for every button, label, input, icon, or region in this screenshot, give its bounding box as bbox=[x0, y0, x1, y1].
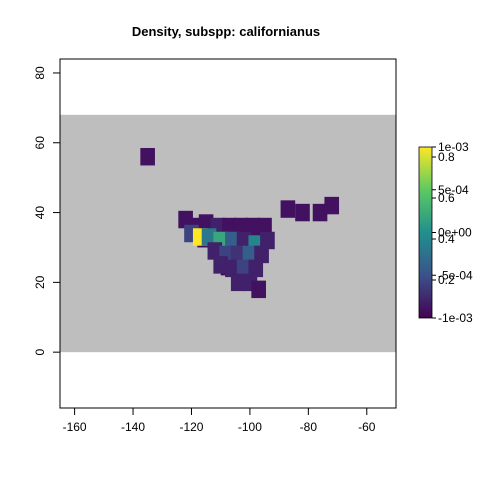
colorbar-label: -5e-04 bbox=[438, 268, 473, 282]
heatmap-cell bbox=[230, 245, 246, 264]
x-tick-label: -80 bbox=[300, 420, 318, 434]
heatmap-cell bbox=[207, 242, 223, 260]
heatmap-cell bbox=[225, 231, 240, 250]
colorbar-label: 0.8 bbox=[438, 150, 455, 164]
colorbar-label: 0.4 bbox=[438, 232, 455, 246]
colorbar-label: -1e-03 bbox=[438, 311, 473, 325]
x-tick-label: -60 bbox=[358, 420, 376, 434]
x-tick-label: -120 bbox=[179, 420, 203, 434]
heatmap-cell bbox=[236, 231, 252, 250]
colorbar-label: 0.2 bbox=[438, 273, 455, 287]
heatmap-cell bbox=[222, 217, 237, 236]
colorbar-label: 1e-03 bbox=[438, 140, 469, 154]
chart-title: Density, subspp: californianus bbox=[132, 24, 320, 39]
colorbar bbox=[418, 146, 433, 319]
heatmap-cell bbox=[295, 203, 310, 222]
heatmap-cell bbox=[178, 210, 193, 229]
heatmap-cell bbox=[245, 217, 261, 236]
heatmap-cell bbox=[248, 259, 264, 278]
colorbar-label: 5e-04 bbox=[438, 183, 469, 197]
heatmap-cell bbox=[257, 217, 272, 236]
heatmap-cell bbox=[233, 217, 249, 236]
x-axis: -160 -140 -120 -100 -80 -60 bbox=[63, 408, 376, 434]
heatmap-cell bbox=[324, 196, 340, 215]
y-tick-label: 40 bbox=[33, 206, 47, 220]
heatmap-cell bbox=[140, 147, 155, 166]
y-axis: 0 20 40 60 80 bbox=[33, 66, 60, 356]
y-tick-label: 20 bbox=[33, 275, 47, 289]
y-tick-label: 80 bbox=[33, 66, 47, 80]
heatmap-cell bbox=[198, 214, 214, 232]
x-tick-label: -140 bbox=[121, 420, 145, 434]
heatmap-cells bbox=[140, 147, 340, 299]
heatmap-cell bbox=[201, 228, 217, 246]
heatmap-cell bbox=[230, 273, 246, 292]
heatmap-cell bbox=[260, 231, 275, 250]
x-tick-label: -100 bbox=[238, 420, 262, 434]
heatmap-cell bbox=[312, 203, 328, 222]
heatmap-cell bbox=[236, 259, 252, 278]
heatmap-cell bbox=[242, 245, 258, 264]
heatmap-cell bbox=[225, 259, 240, 278]
heatmap-cell bbox=[251, 280, 266, 299]
colorbar-labels: 1e-03 5e-04 0e+00 -5e-04 -1e-03 0.8 0.6 0.4 0.2 bbox=[432, 140, 473, 325]
y-tick-label: 0 bbox=[33, 349, 47, 356]
x-tick-label: -160 bbox=[63, 420, 87, 434]
heatmap-cell bbox=[213, 256, 228, 274]
colorbar-label: 0.6 bbox=[438, 191, 455, 205]
heatmap-cell bbox=[254, 245, 269, 264]
heatmap-cell bbox=[280, 200, 296, 218]
colorbar-label: 0e+00 bbox=[438, 226, 472, 240]
y-tick-label: 60 bbox=[33, 136, 47, 150]
